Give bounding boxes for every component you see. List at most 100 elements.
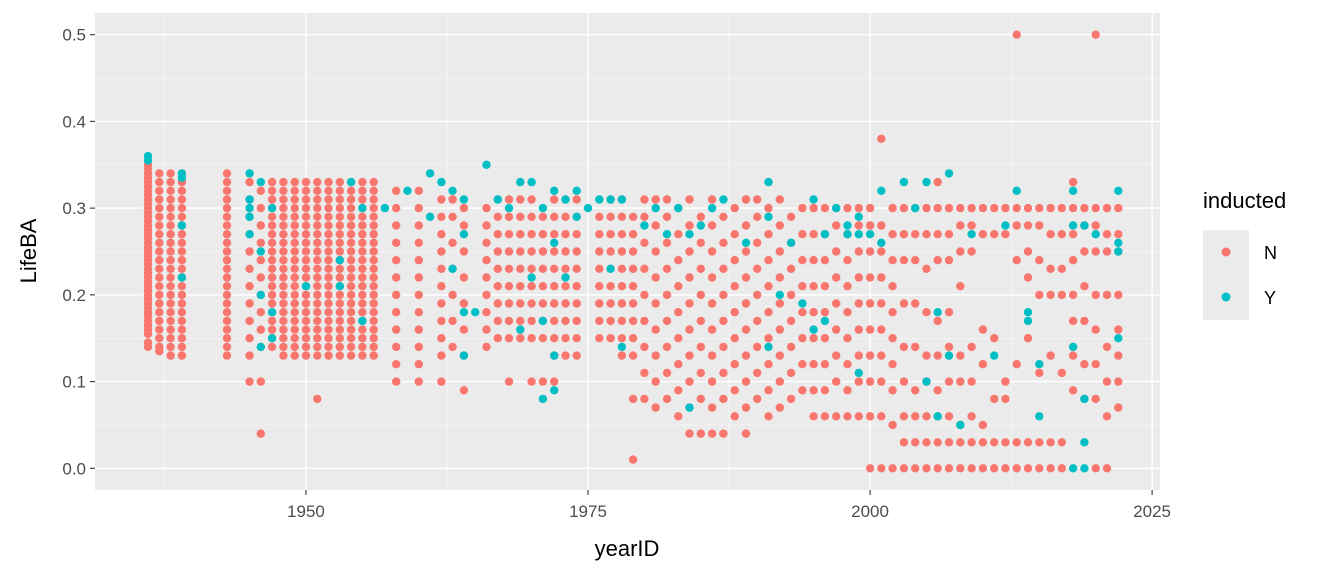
data-point xyxy=(1068,256,1078,265)
data-point xyxy=(256,308,265,317)
data-point xyxy=(177,273,187,282)
data-point xyxy=(944,464,954,473)
data-point xyxy=(1114,377,1123,386)
data-point xyxy=(764,256,773,265)
data-point xyxy=(301,256,311,265)
data-point xyxy=(324,273,333,282)
data-point xyxy=(1114,325,1123,334)
data-point xyxy=(662,238,672,247)
data-point xyxy=(753,290,762,300)
data-point xyxy=(628,247,638,256)
data-point xyxy=(1091,290,1100,300)
data-point xyxy=(719,212,728,221)
data-point xyxy=(346,342,356,352)
data-point xyxy=(346,247,356,256)
data-point xyxy=(753,195,762,204)
data-point xyxy=(369,282,378,291)
data-point xyxy=(324,177,333,187)
data-point xyxy=(922,464,931,473)
data-point xyxy=(335,203,344,213)
data-point xyxy=(741,351,751,360)
legend-label-Y: Y xyxy=(1264,288,1276,308)
data-point xyxy=(267,299,277,308)
data-point xyxy=(707,377,717,386)
data-point xyxy=(786,238,796,247)
data-point xyxy=(177,203,187,213)
data-point xyxy=(504,230,514,239)
data-point xyxy=(707,299,717,308)
y-axis: 0.0 0.1 0.2 0.3 0.4 0.5 xyxy=(62,26,95,478)
data-point xyxy=(730,308,739,317)
data-point xyxy=(245,169,254,178)
data-point xyxy=(301,212,311,221)
data-point xyxy=(877,238,886,247)
data-point xyxy=(414,360,423,369)
data-point xyxy=(911,342,920,352)
data-point xyxy=(335,290,344,300)
data-point xyxy=(662,394,672,404)
data-point xyxy=(279,325,288,334)
data-point xyxy=(155,282,164,291)
data-point xyxy=(290,325,299,334)
data-point xyxy=(313,282,322,291)
data-point xyxy=(301,186,311,195)
data-point xyxy=(346,264,356,273)
data-point xyxy=(504,282,514,291)
data-point xyxy=(335,177,344,187)
data-point xyxy=(414,273,423,282)
data-point xyxy=(561,273,570,282)
data-point xyxy=(832,221,841,230)
data-point xyxy=(290,299,299,308)
data-point xyxy=(944,438,954,447)
data-point xyxy=(166,186,175,195)
data-point xyxy=(1057,368,1067,378)
data-point xyxy=(617,351,627,360)
data-point xyxy=(572,316,581,326)
data-point xyxy=(256,177,265,187)
data-point xyxy=(843,386,852,395)
data-point xyxy=(346,230,356,239)
data-point xyxy=(358,299,367,308)
data-point xyxy=(877,377,886,386)
data-point xyxy=(888,334,897,343)
data-point xyxy=(177,342,187,352)
data-point xyxy=(786,264,796,273)
data-point xyxy=(346,238,356,247)
data-point xyxy=(798,282,807,291)
data-point xyxy=(809,203,818,213)
data-point xyxy=(595,299,604,308)
data-point xyxy=(358,177,367,187)
data-point xyxy=(155,264,164,273)
data-point xyxy=(335,325,344,334)
data-point xyxy=(922,264,931,273)
data-point xyxy=(414,186,423,195)
data-point xyxy=(561,299,570,308)
data-point xyxy=(346,290,356,300)
data-point xyxy=(279,299,288,308)
x-tick-label: 1950 xyxy=(287,502,325,521)
data-point xyxy=(719,342,728,352)
data-point xyxy=(809,256,818,265)
data-point xyxy=(301,238,311,247)
data-point xyxy=(504,264,514,273)
data-point xyxy=(854,203,863,213)
data-point xyxy=(775,325,784,334)
data-point xyxy=(753,212,762,221)
data-point xyxy=(369,203,378,213)
data-point xyxy=(674,386,683,395)
data-point xyxy=(335,230,344,239)
data-point xyxy=(978,203,988,213)
data-point xyxy=(335,282,344,291)
data-point xyxy=(1114,290,1123,300)
data-point xyxy=(572,230,581,239)
data-point xyxy=(437,247,446,256)
data-point xyxy=(290,221,299,230)
data-point xyxy=(820,308,830,317)
data-point xyxy=(279,203,288,213)
data-point xyxy=(301,316,311,326)
data-point xyxy=(335,316,344,326)
data-point xyxy=(301,282,311,291)
data-point xyxy=(482,238,491,247)
data-point xyxy=(1001,203,1010,213)
data-point xyxy=(290,238,299,247)
